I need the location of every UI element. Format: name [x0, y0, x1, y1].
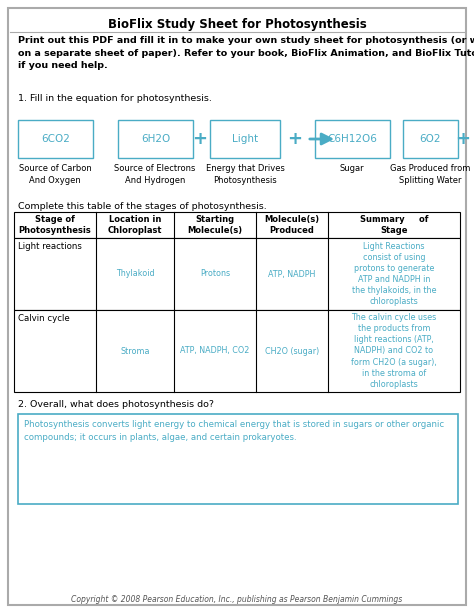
Text: 6H2O: 6H2O: [141, 134, 170, 144]
Text: Source of Electrons
And Hydrogen: Source of Electrons And Hydrogen: [114, 164, 196, 185]
Bar: [118, 120, 193, 158]
Bar: [210, 120, 280, 158]
Bar: [14, 238, 460, 310]
Text: C6H12O6: C6H12O6: [328, 134, 377, 144]
Text: Source of Carbon
And Oxygen: Source of Carbon And Oxygen: [18, 164, 91, 185]
Text: Protons: Protons: [200, 270, 230, 278]
Bar: [18, 414, 458, 504]
Text: Stroma: Stroma: [120, 346, 150, 356]
Text: Starting
Molecule(s): Starting Molecule(s): [187, 215, 243, 235]
Text: 6CO2: 6CO2: [41, 134, 70, 144]
Text: ATP, NADPH, CO2: ATP, NADPH, CO2: [180, 346, 250, 356]
Text: 1. Fill in the equation for photosynthesis.: 1. Fill in the equation for photosynthes…: [18, 94, 212, 103]
Text: ATP, NADPH: ATP, NADPH: [268, 270, 316, 278]
Text: Stage of
Photosynthesis: Stage of Photosynthesis: [18, 215, 91, 235]
Text: Thylakoid: Thylakoid: [116, 270, 155, 278]
Bar: [14, 310, 460, 392]
Bar: [14, 212, 460, 238]
Text: Print out this PDF and fill it in to make your own study sheet for photosynthesi: Print out this PDF and fill it in to mak…: [18, 36, 474, 70]
Text: Gas Produced from
Splitting Water: Gas Produced from Splitting Water: [390, 164, 470, 185]
Text: Location in
Chloroplast: Location in Chloroplast: [108, 215, 162, 235]
Text: Sugar: Sugar: [340, 164, 365, 173]
Text: 6O2: 6O2: [420, 134, 441, 144]
Text: Energy that Drives
Photosynthesis: Energy that Drives Photosynthesis: [206, 164, 284, 185]
Text: 2. Overall, what does photosynthesis do?: 2. Overall, what does photosynthesis do?: [18, 400, 214, 409]
Bar: [315, 120, 390, 158]
Text: Molecule(s)
Produced: Molecule(s) Produced: [264, 215, 319, 235]
Text: Summary     of
Stage: Summary of Stage: [360, 215, 428, 235]
Bar: [18, 120, 93, 158]
Text: Light: Light: [232, 134, 258, 144]
Text: Copyright © 2008 Pearson Education, Inc., publishing as Pearson Benjamin Cumming: Copyright © 2008 Pearson Education, Inc.…: [72, 595, 402, 604]
Text: +: +: [288, 130, 302, 148]
Text: Calvin cycle: Calvin cycle: [18, 314, 70, 323]
Text: BioFlix Study Sheet for Photosynthesis: BioFlix Study Sheet for Photosynthesis: [108, 18, 366, 31]
Text: Light Reactions
consist of using
protons to generate
ATP and NADPH in
the thylak: Light Reactions consist of using protons…: [352, 242, 436, 306]
Text: Complete this table of the stages of photosynthesis.: Complete this table of the stages of pho…: [18, 202, 267, 211]
Text: Photosynthesis converts light energy to chemical energy that is stored in sugars: Photosynthesis converts light energy to …: [24, 420, 444, 441]
Bar: [403, 120, 458, 158]
Text: +: +: [456, 130, 471, 148]
Text: The calvin cycle uses
the products from
light reactions (ATP,
NADPH) and CO2 to
: The calvin cycle uses the products from …: [351, 313, 437, 389]
Text: Light reactions: Light reactions: [18, 242, 82, 251]
Text: CH2O (sugar): CH2O (sugar): [265, 346, 319, 356]
Text: +: +: [192, 130, 208, 148]
